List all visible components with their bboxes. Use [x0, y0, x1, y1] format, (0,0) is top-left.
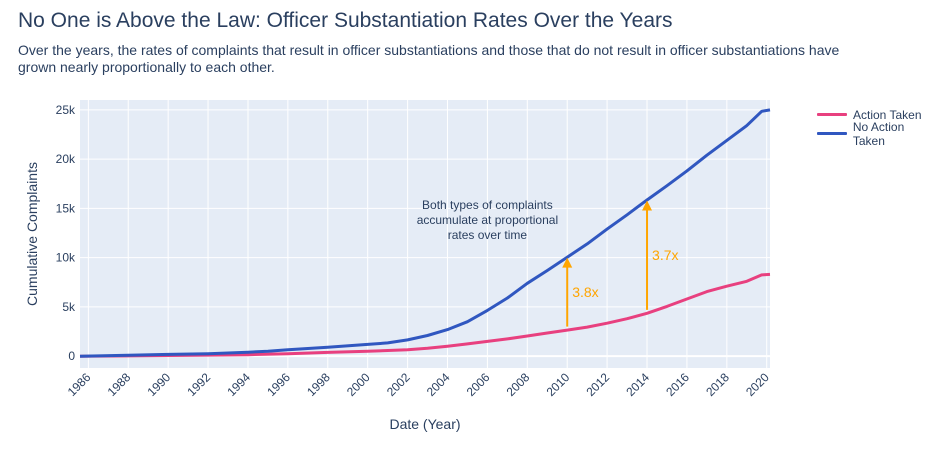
x-tick-label: 2014: [623, 370, 652, 399]
chart-title: No One is Above the Law: Officer Substan…: [18, 9, 673, 32]
chart-subtitle: Over the years, the rates of complaints …: [18, 42, 840, 75]
ratio-arrowhead: [562, 257, 573, 268]
x-tick-label: 1994: [224, 370, 253, 399]
ratio-arrowhead: [642, 200, 653, 211]
plot-area: [80, 100, 770, 368]
x-tick-label: 2010: [544, 370, 573, 399]
x-tick-label: 2008: [504, 370, 533, 399]
series-line-action-taken: [79, 272, 771, 358]
x-tick-label: 1986: [65, 370, 94, 399]
x-tick-label: 1998: [304, 370, 333, 399]
legend-swatch-action-taken: [817, 113, 847, 116]
x-tick-label: 2016: [663, 370, 692, 399]
y-tick-label: 25k: [56, 103, 76, 117]
ratio-label: 3.8x: [572, 284, 598, 300]
legend-item-no-action-taken[interactable]: No Action Taken: [817, 120, 939, 148]
y-tick-label: 5k: [62, 300, 76, 314]
x-tick-label: 2004: [424, 370, 453, 399]
x-axis-label: Date (Year): [389, 416, 460, 432]
x-tick-label: 1996: [264, 370, 293, 399]
y-axis-label: Cumulative Complaints: [24, 162, 40, 306]
series-line-no-action-taken: [79, 108, 771, 358]
ratio-label: 3.7x: [652, 247, 678, 263]
legend-label-action-taken: Action Taken: [853, 107, 922, 122]
legend-label-no-action-taken: No Action Taken: [852, 119, 905, 148]
x-tick-label: 2000: [344, 370, 373, 399]
legend-item-action-taken[interactable]: Action Taken: [817, 105, 939, 124]
x-tick-label: 2012: [583, 370, 612, 399]
x-tick-label: 2006: [464, 370, 493, 399]
legend-swatch-no-action-taken: [817, 132, 847, 135]
x-tick-label: 1990: [145, 370, 174, 399]
x-tick-label: 2020: [743, 370, 772, 399]
x-tick-label: 1992: [184, 370, 213, 399]
y-tick-label: 20k: [56, 152, 76, 166]
x-tick-label: 2018: [703, 370, 732, 399]
y-tick-label: 0: [68, 349, 75, 363]
annotation-note: Both types of complaints accumulate at pr…: [417, 198, 558, 242]
y-tick-label: 10k: [56, 251, 76, 265]
x-tick-label: 2002: [384, 370, 413, 399]
legend[interactable]: Action Taken No Action Taken: [817, 105, 939, 148]
y-tick-label: 15k: [56, 201, 76, 215]
x-tick-label: 1988: [105, 370, 134, 399]
